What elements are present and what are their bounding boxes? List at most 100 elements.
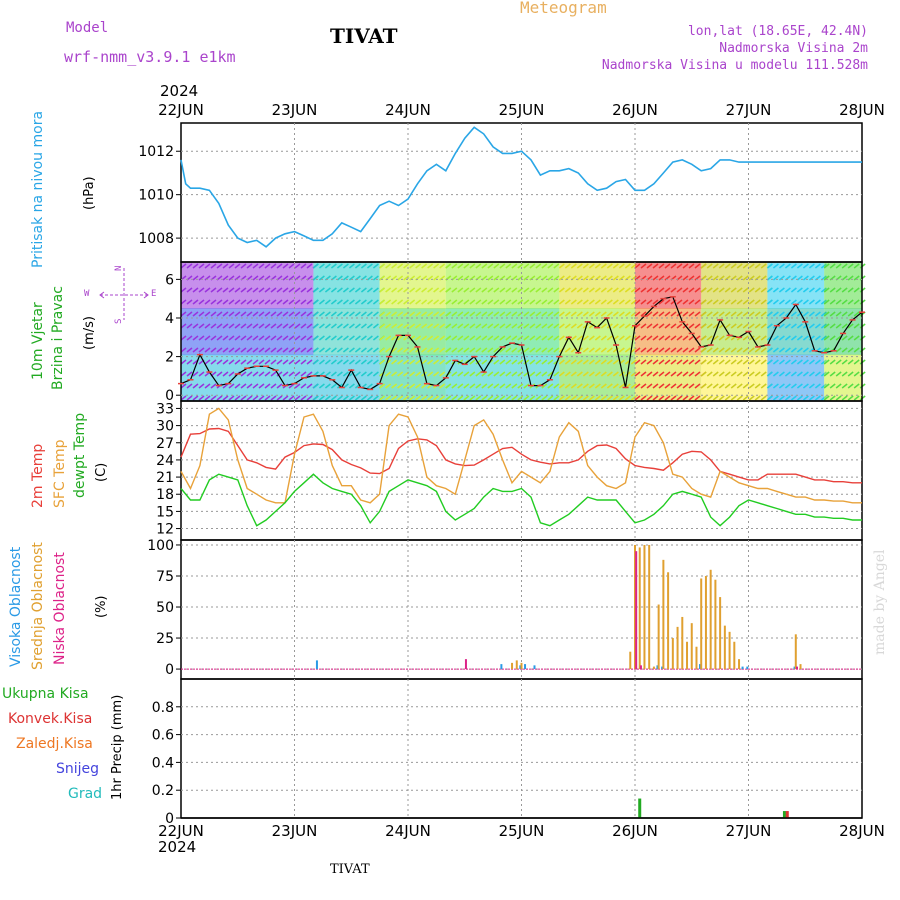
- wind-barb: [784, 323, 791, 329]
- wind-barb: [372, 311, 379, 317]
- wind-barb: [282, 371, 289, 377]
- wind-barb: [354, 311, 361, 317]
- wind-barb: [439, 347, 446, 353]
- wind-barb: [640, 347, 647, 353]
- wind-barb: [222, 371, 229, 377]
- wind-barb: [306, 371, 313, 377]
- wind-barb: [397, 287, 404, 293]
- wind-barb: [493, 347, 500, 353]
- wind-barb: [336, 323, 343, 329]
- wind-barb: [186, 263, 193, 269]
- wind-barb: [222, 383, 229, 389]
- wind-barb: [529, 323, 536, 329]
- wind-barb: [397, 371, 404, 377]
- wind-barb: [796, 299, 803, 305]
- wind-barb: [391, 395, 398, 401]
- wind-barb: [276, 335, 283, 341]
- wind-barb: [324, 395, 331, 401]
- wind-barb: [391, 287, 398, 293]
- wind-barb: [451, 299, 458, 305]
- wind-barb: [300, 335, 307, 341]
- wind-barb: [324, 347, 331, 353]
- wind-barb: [511, 383, 518, 389]
- wind-barb: [385, 323, 392, 329]
- wind-barb: [754, 287, 761, 293]
- wind-barb: [682, 275, 689, 281]
- wind-barb: [670, 359, 677, 365]
- wind-barb: [366, 323, 373, 329]
- wind-barb: [288, 287, 295, 293]
- wind-barb: [772, 311, 779, 317]
- cloud-visoka-bar: [533, 665, 536, 670]
- wind-barb: [624, 395, 631, 401]
- wind-barb: [397, 299, 404, 305]
- wind-barb: [409, 395, 416, 401]
- wind-barb: [318, 299, 325, 305]
- wind-barb: [570, 383, 577, 389]
- wind-barb: [547, 263, 554, 269]
- wind-barb: [192, 311, 199, 317]
- wind-barb: [760, 371, 767, 377]
- y-tick-label: 4: [165, 311, 174, 327]
- wind-barb: [564, 371, 571, 377]
- wind-barb: [210, 359, 217, 365]
- wind-barb: [772, 287, 779, 293]
- wind-barb: [564, 299, 571, 305]
- wind-barb: [694, 323, 701, 329]
- wind-barb: [433, 311, 440, 317]
- y-tick-label: 1008: [138, 231, 174, 247]
- wind-barb: [802, 395, 809, 401]
- wind-barb: [664, 323, 671, 329]
- wind-barb: [282, 311, 289, 317]
- wind-barb: [829, 287, 836, 293]
- wind-barb: [772, 359, 779, 365]
- wind-barb: [600, 359, 607, 365]
- wind-barb: [754, 263, 761, 269]
- wind-barb: [385, 287, 392, 293]
- wind-barb: [748, 287, 755, 293]
- wind-barb: [348, 323, 355, 329]
- wind-barb: [306, 287, 313, 293]
- wind-barb: [814, 311, 821, 317]
- wind-barb: [582, 359, 589, 365]
- wind-barb: [606, 275, 613, 281]
- wind-barb: [718, 347, 725, 353]
- cloud-srednja-label: Srednja Oblacnost: [30, 542, 46, 670]
- wind-barb: [658, 287, 665, 293]
- wind-barb: [841, 287, 848, 293]
- wind-barb: [760, 359, 767, 365]
- wind-barb: [463, 383, 470, 389]
- wind-barb: [541, 311, 548, 317]
- x-tick-label-bottom: 25JUN: [499, 822, 545, 840]
- wind-barb: [457, 287, 464, 293]
- wind-barb: [576, 323, 583, 329]
- pressure-line: [180, 126, 862, 248]
- wind-barb: [808, 275, 815, 281]
- wind-barb: [772, 263, 779, 269]
- wind-barb: [841, 371, 848, 377]
- wind-barb: [724, 359, 731, 365]
- wind-barb: [564, 383, 571, 389]
- cloud-visoka-bar: [500, 664, 503, 670]
- wind-barb: [511, 359, 518, 365]
- wind-barb: [427, 287, 434, 293]
- wind-barb: [517, 383, 524, 389]
- wind-barb: [240, 299, 247, 305]
- wind-barb: [433, 359, 440, 365]
- wind-barb: [216, 311, 223, 317]
- y-tick-label: 27: [156, 436, 174, 452]
- wind-barb: [300, 359, 307, 365]
- wind-barb: [300, 299, 307, 305]
- wind-barb: [252, 395, 259, 401]
- wind-barb: [222, 359, 229, 365]
- wind-barb: [594, 335, 601, 341]
- wind-barb: [730, 395, 737, 401]
- wind-barb: [216, 371, 223, 377]
- y-tick-label: 12: [156, 522, 174, 538]
- wind-barb: [330, 263, 337, 269]
- wind-barb: [493, 383, 500, 389]
- wind-barb: [748, 371, 755, 377]
- wind-barb: [670, 395, 677, 401]
- wind-barb: [658, 347, 665, 353]
- wind-barb: [558, 311, 565, 317]
